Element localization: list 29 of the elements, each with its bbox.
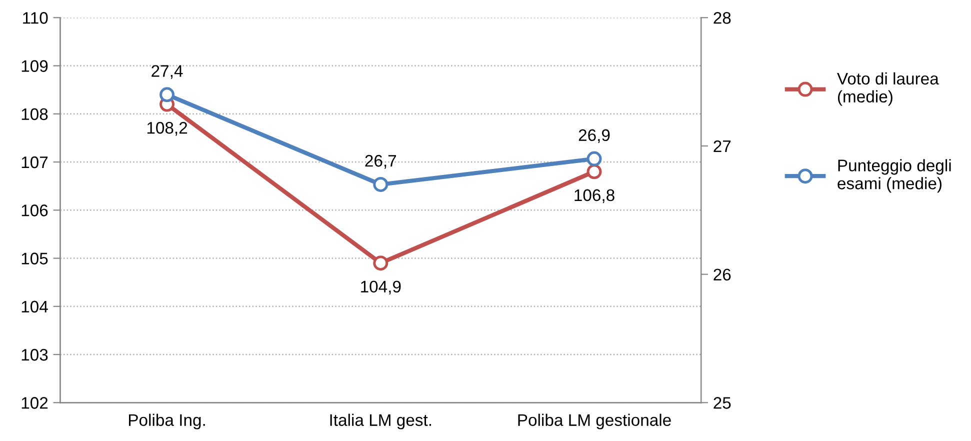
x-tick-label: Poliba Ing. [129, 414, 205, 430]
data-label: 26,9 [578, 129, 610, 144]
legend-label: Punteggio degli esami (medie) [838, 159, 951, 193]
point [160, 87, 175, 102]
y2-tick-label: 27 [714, 140, 731, 152]
data-label: 104,9 [361, 280, 401, 295]
legend-label: Voto di laurea (medie) [837, 72, 939, 106]
y2-tick-label: 26 [714, 268, 731, 281]
x-tick-label: Poliba LM gestionale [518, 414, 671, 430]
y-tick-label: 105 [22, 252, 48, 264]
point [586, 164, 602, 180]
y-tick-label: 108 [22, 108, 48, 120]
point [586, 151, 602, 166]
data-label: 27,4 [152, 65, 183, 79]
y2-tick-label: 28 [714, 12, 731, 24]
data-label: 108,2 [147, 122, 188, 136]
y-tick-label: 106 [22, 204, 48, 216]
y-tick-label: 104 [22, 300, 48, 313]
y-tick-label: 110 [23, 12, 48, 24]
data-label: 106,8 [574, 189, 614, 204]
data-label: 26,7 [365, 154, 396, 169]
y-tick-label: 107 [22, 156, 48, 168]
point [373, 176, 388, 192]
x-tick-label: Italia LM gest. [330, 414, 431, 430]
point [373, 256, 388, 271]
y-tick-label: 102 [22, 397, 48, 409]
y-tick-label: 103 [22, 348, 48, 361]
y2-tick-label: 25 [714, 397, 731, 409]
y-tick-label: 109 [22, 60, 48, 72]
